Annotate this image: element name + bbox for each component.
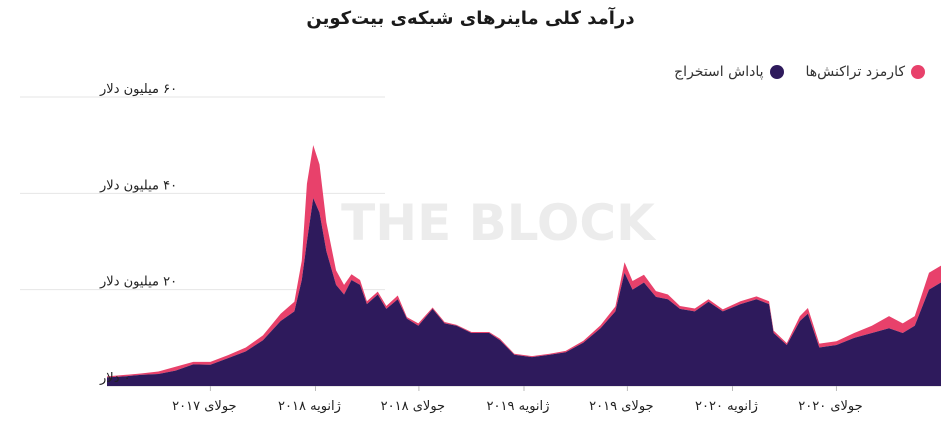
block-reward-legend-label: پاداش استخراج [674, 64, 764, 80]
x-tick-label-5: ژانویه ۲۰۲۰ [695, 399, 758, 414]
legend-item-block-reward[interactable]: پاداش استخراج [674, 64, 784, 80]
chart-title: درآمد کلی ماینرهای شبکه‌ی بیت‌کوین [306, 8, 635, 29]
legend-item-fees[interactable]: کارمزد تراکنش‌ها [805, 64, 925, 80]
y-tick-label-0: ۰ دلار [99, 371, 131, 386]
y-tick-label-1: ۲۰ میلیون دلار [99, 275, 177, 290]
x-tick-label-0: جولای ۲۰۱۷ [172, 399, 236, 414]
block-reward-area [107, 198, 941, 386]
fees-legend-label: کارمزد تراکنش‌ها [805, 64, 906, 80]
x-tick-label-6: جولای ۲۰۲۰ [798, 399, 862, 414]
y-axis: ۰ دلار ۲۰ میلیون دلار ۴۰ میلیون دلار ۶۰ میل… [99, 82, 177, 386]
area-series [107, 145, 941, 386]
x-tick-label-2: جولای ۲۰۱۸ [381, 399, 445, 414]
x-tick-label-3: ژانویه ۲۰۱۹ [487, 399, 550, 414]
x-tick-label-4: جولای ۲۰۱۹ [589, 399, 653, 414]
fees-area [107, 145, 941, 378]
y-tick-label-3: ۶۰ میلیون دلار [99, 82, 177, 97]
fees-legend-dot [911, 65, 925, 79]
block-reward-legend-dot [769, 65, 784, 79]
watermark: THE BLOCK [341, 194, 657, 252]
legend: کارمزد تراکنش‌ها پاداش استخراج [674, 64, 925, 80]
y-tick-label-2: ۴۰ میلیون دلار [99, 178, 177, 193]
x-axis: جولای ۲۰۱۷ ژانویه ۲۰۱۸ جولای ۲۰۱۸ ژانویه ۲۰… [172, 386, 863, 414]
x-tick-label-1: ژانویه ۲۰۱۸ [278, 399, 341, 414]
